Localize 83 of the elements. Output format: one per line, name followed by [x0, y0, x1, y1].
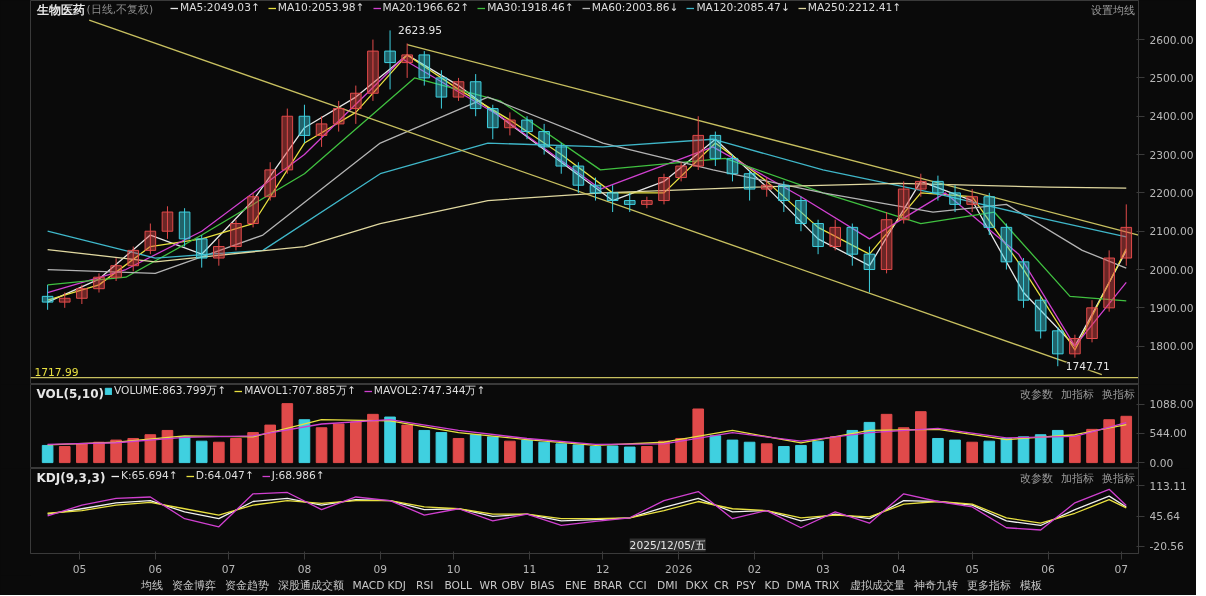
- text: DMA: [786, 579, 812, 592]
- legend-label: MAVOL1:707.885万↑: [244, 384, 356, 398]
- y-tick-label: 2000.00: [1149, 263, 1194, 277]
- text: 资金博弈: [171, 579, 216, 592]
- x-tick-label: 11: [522, 562, 537, 576]
- text: 模板: [1020, 579, 1042, 592]
- text: OBV: [501, 579, 525, 592]
- x-tick-label: 05: [72, 562, 87, 576]
- text: BIAS: [530, 579, 555, 592]
- legend-label: MA10:2053.98↑: [277, 1, 365, 14]
- annotation: 改参数: [1019, 471, 1053, 485]
- y-tick-label: 2300.00: [1149, 148, 1194, 162]
- text: KDJ: [387, 579, 406, 592]
- chart-subtitle: (日线,不复权): [86, 2, 154, 16]
- legend-label: MA20:1966.62↑: [382, 1, 470, 14]
- y-tick-label: 1088.00: [1149, 398, 1194, 412]
- legend-label: MA5:2049.03↑: [180, 1, 260, 14]
- x-tick-label: 03: [816, 562, 830, 576]
- legend-label: MA60:2003.86↓: [591, 1, 679, 14]
- text: RSI: [416, 579, 434, 592]
- text: 深股通成交额: [277, 579, 344, 592]
- text: 虚拟成交量: [850, 579, 905, 592]
- text: 均线: [139, 579, 163, 592]
- y-tick-label: 1800.00: [1149, 340, 1194, 354]
- chart-title: VOL(5,10): [36, 386, 104, 401]
- text: BRAR: [593, 579, 624, 592]
- text: 更多指标: [967, 579, 1011, 592]
- text: BOLL: [444, 579, 472, 592]
- x-tick-label: 10: [446, 562, 461, 576]
- text: KD: [764, 579, 780, 592]
- annotation: 设置均线: [1090, 3, 1135, 17]
- y-tick-label: 2100.00: [1149, 225, 1194, 239]
- x-tick-label: 02: [747, 562, 762, 576]
- x-tick-label: 07: [221, 562, 236, 576]
- y-tick-label: 0.00: [1149, 456, 1174, 470]
- legend-label: D:64.047↑: [195, 469, 254, 482]
- chart-title: 生物医药: [35, 2, 85, 17]
- annotation: 换指标: [1101, 471, 1135, 485]
- annotation: 2025/12/05/五: [629, 538, 706, 552]
- legend-label: J:68.986↑: [271, 469, 325, 482]
- x-tick-label: 06: [148, 562, 163, 576]
- y-tick-label: 2500.00: [1149, 71, 1194, 85]
- y-tick-label: 45.64: [1149, 510, 1181, 524]
- x-tick-label: 12: [596, 562, 610, 576]
- text: WR: [479, 579, 499, 592]
- text: ENE: [565, 579, 587, 592]
- y-tick-label: 1900.00: [1149, 301, 1194, 315]
- legend-label: MA250:2212.41↑: [807, 1, 902, 14]
- x-tick-label: 06: [1041, 562, 1055, 576]
- x-tick-label: 04: [892, 562, 906, 576]
- legend-label: MAVOL2:747.344万↑: [373, 384, 486, 398]
- annotation: 换指标: [1101, 387, 1135, 401]
- chart-title: KDJ(9,3,3): [36, 470, 106, 485]
- x-tick-label: 05: [965, 562, 979, 576]
- x-tick-label: 09: [373, 562, 388, 576]
- ref-line-label: 1717.99: [34, 365, 79, 379]
- y-tick-label: 544.00: [1149, 427, 1188, 441]
- text: CCI: [628, 579, 647, 592]
- x-tick-label: 08: [297, 562, 312, 576]
- text: 资金趋势: [224, 579, 269, 592]
- x-tick-label: 2026: [665, 562, 693, 576]
- y-tick-label: -20.56: [1149, 540, 1185, 554]
- legend-label: MA30:1918.46↑: [487, 1, 574, 14]
- y-tick-label: 2200.00: [1149, 186, 1194, 200]
- text: PSY: [736, 579, 757, 592]
- text: TRIX: [814, 579, 840, 592]
- x-tick-label: 07: [1114, 562, 1129, 576]
- annotation: 2623.95: [398, 24, 443, 38]
- y-tick-label: 2400.00: [1149, 110, 1194, 124]
- text: MACD: [352, 579, 385, 592]
- legend-label: VOLUME:863.799万↑: [114, 384, 227, 398]
- annotation: 1747.71: [1065, 360, 1110, 374]
- annotation: 加指标: [1060, 387, 1094, 401]
- text: 神奇九转: [914, 579, 958, 592]
- y-tick-label: 2600.00: [1149, 33, 1194, 47]
- legend-label: MA120:2085.47↓: [696, 1, 790, 14]
- y-tick-label: 113.11: [1149, 479, 1187, 493]
- text: CR: [714, 579, 730, 592]
- annotation: 加指标: [1060, 471, 1094, 485]
- annotation: 改参数: [1019, 387, 1053, 401]
- text: DKX: [685, 579, 708, 592]
- legend-label: K:65.694↑: [121, 469, 178, 482]
- text: DMI: [657, 579, 678, 592]
